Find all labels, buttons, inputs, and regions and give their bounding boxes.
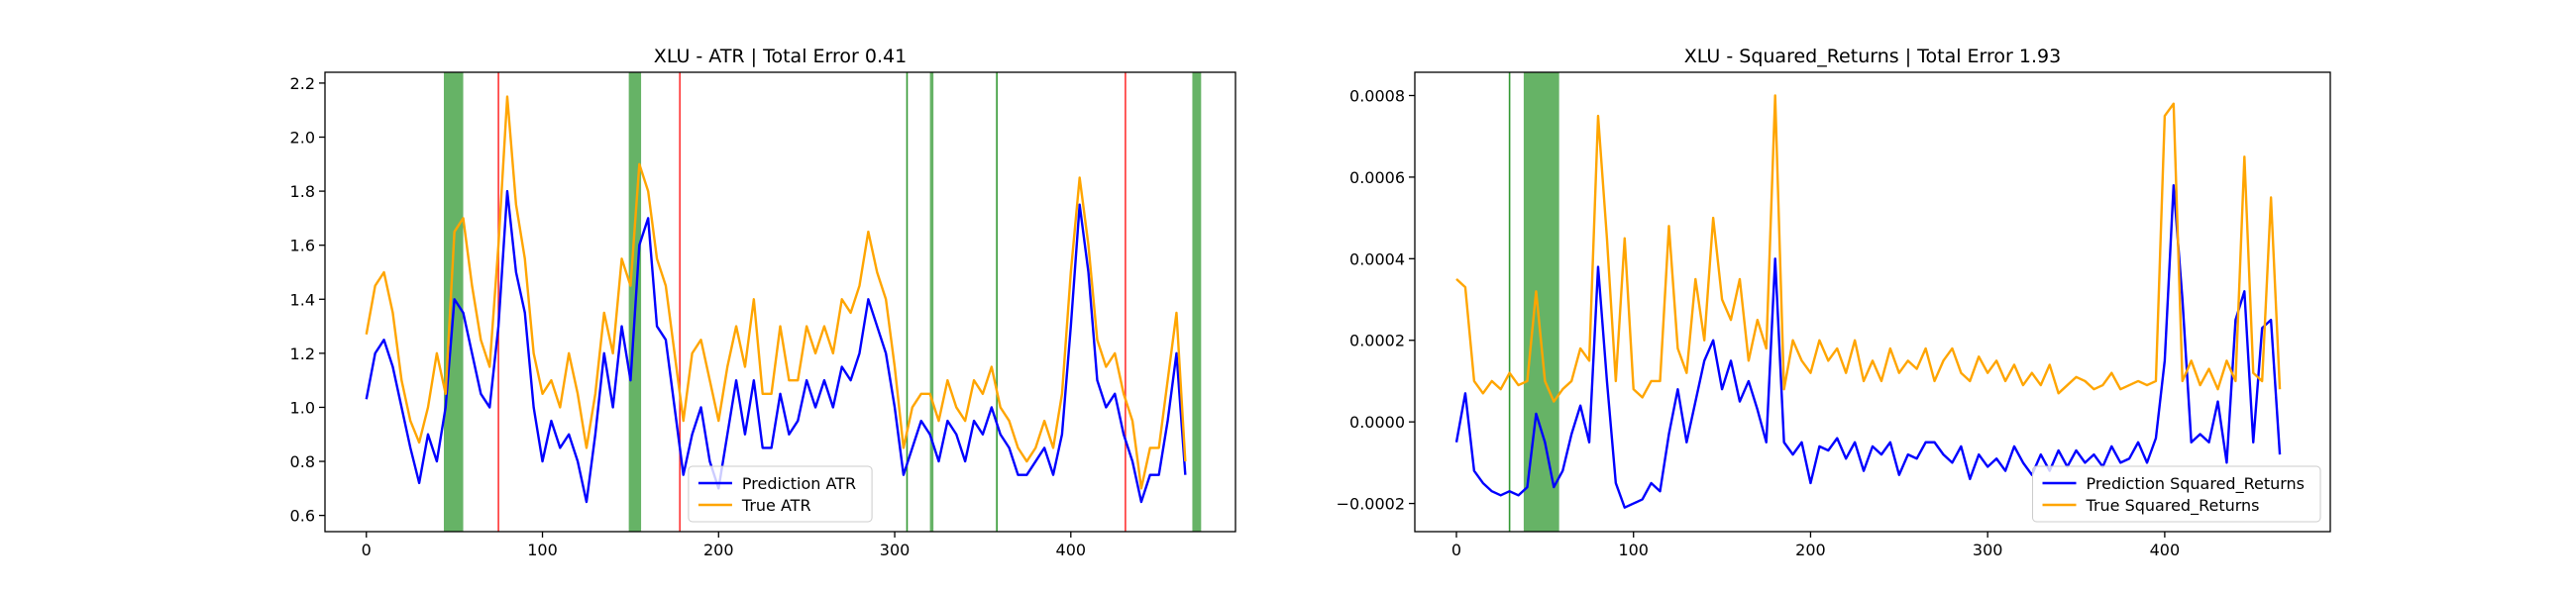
span <box>929 72 934 532</box>
series-line <box>365 189 1187 504</box>
series-line <box>1454 183 2282 509</box>
y-tick-label: 0.0006 <box>1349 168 1405 187</box>
span <box>1192 72 1202 532</box>
x-tick-label: 100 <box>527 541 558 559</box>
y-tick-label: 0.0002 <box>1349 332 1405 350</box>
x-tick-label: 0 <box>1451 541 1461 559</box>
legend-label: Prediction ATR <box>742 474 856 493</box>
y-tick-label: 1.0 <box>290 398 315 417</box>
chart-title: XLU - ATR | Total Error 0.41 <box>654 46 907 67</box>
y-tick-label: 0.0004 <box>1349 249 1405 268</box>
y-tick-label: 1.6 <box>290 237 315 255</box>
series-line <box>1455 94 2282 403</box>
y-tick-label: 2.2 <box>290 74 315 93</box>
y-tick-label: 1.8 <box>290 182 315 201</box>
series-line <box>365 95 1187 490</box>
legend-box <box>2032 465 2321 523</box>
legend-label: True Squared_Returns <box>2086 496 2260 516</box>
y-tick-label: 0.0000 <box>1349 413 1405 432</box>
x-tick-label: 400 <box>1056 541 1087 559</box>
axes-frame <box>324 71 1236 533</box>
x-tick-label: 200 <box>1795 541 1826 559</box>
plot-area <box>365 72 1202 532</box>
x-tick-label: 300 <box>880 541 911 559</box>
legend-label: True ATR <box>741 496 811 515</box>
legend-label: Prediction Squared_Returns <box>2087 474 2305 494</box>
x-tick-label: 200 <box>703 541 734 559</box>
plot-area <box>1454 72 2282 532</box>
legend-box <box>688 465 873 523</box>
y-tick-label: 1.2 <box>290 345 315 363</box>
y-tick-label: −0.0002 <box>1337 495 1405 514</box>
x-tick-label: 0 <box>362 541 372 559</box>
span <box>1523 72 1559 532</box>
x-tick-label: 100 <box>1618 541 1649 559</box>
x-tick-label: 400 <box>2150 541 2181 559</box>
axes-frame <box>1414 71 2331 533</box>
y-tick-label: 0.0008 <box>1349 86 1405 105</box>
legend: Prediction ATR True ATR <box>688 465 873 523</box>
y-tick-label: 0.6 <box>290 507 315 526</box>
x-tick-label: 300 <box>1973 541 2003 559</box>
y-tick-label: 0.8 <box>290 452 315 471</box>
y-tick-label: 2.0 <box>290 129 315 148</box>
y-tick-label: 1.4 <box>290 290 315 309</box>
chart-title: XLU - Squared_Returns | Total Error 1.93 <box>1684 46 2061 67</box>
